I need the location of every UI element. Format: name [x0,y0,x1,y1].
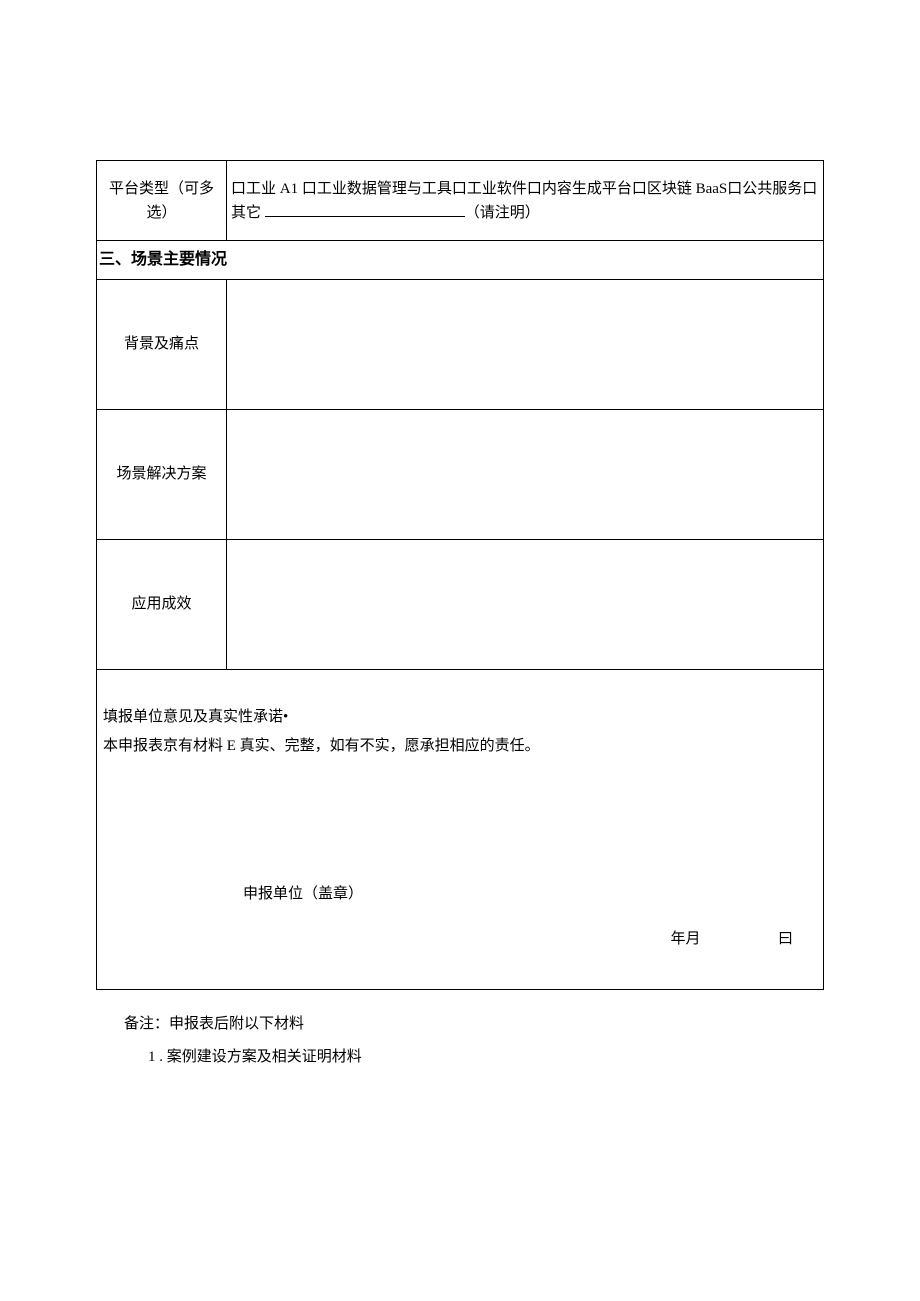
notes-block: 备注：申报表后附以下材料 1 . 案例建设方案及相关证明材料 [96,1008,824,1074]
cell-solution[interactable] [227,409,824,539]
label-platform-type: 平台类型（可多选） [97,161,227,241]
label-solution: 场景解决方案 [97,409,227,539]
section3-heading: 三、场景主要情况 [97,241,824,280]
label-effect: 应用成效 [97,539,227,669]
row-commitment: 填报单位意见及真实性承诺• 本申报表京有材料 E 真实、完整，如有不实，愿承担相… [97,669,824,989]
row-platform-type: 平台类型（可多选） 口工业 A1 口工业数据管理与工具口工业软件口内容生成平台口… [97,161,824,241]
row-section3-header: 三、场景主要情况 [97,241,824,280]
cell-platform-type: 口工业 A1 口工业数据管理与工具口工业软件口内容生成平台口区块链 BaaS口公… [227,161,824,241]
commitment-date-line: 年月 曰 [103,925,817,954]
row-solution: 场景解决方案 [97,409,824,539]
platform-type-blank[interactable] [265,202,465,217]
commitment-body: 本申报表京有材料 E 真实、完整，如有不实，愿承担相应的责任。 [103,732,817,761]
notes-item-1: 1 . 案例建设方案及相关证明材料 [124,1041,824,1074]
cell-background[interactable] [227,279,824,409]
commitment-day: 曰 [778,931,793,947]
commitment-year-month: 年月 [670,931,700,947]
commitment-stamp: 申报单位（盖章） [103,880,817,909]
platform-type-suffix: （请注明） [465,205,540,221]
notes-header: 备注：申报表后附以下材料 [124,1008,824,1041]
cell-commitment: 填报单位意见及真实性承诺• 本申报表京有材料 E 真实、完整，如有不实，愿承担相… [97,669,824,989]
cell-effect[interactable] [227,539,824,669]
row-background: 背景及痛点 [97,279,824,409]
commitment-title: 填报单位意见及真实性承诺• [103,703,817,732]
label-background: 背景及痛点 [97,279,227,409]
form-table: 平台类型（可多选） 口工业 A1 口工业数据管理与工具口工业软件口内容生成平台口… [96,160,824,990]
row-effect: 应用成效 [97,539,824,669]
